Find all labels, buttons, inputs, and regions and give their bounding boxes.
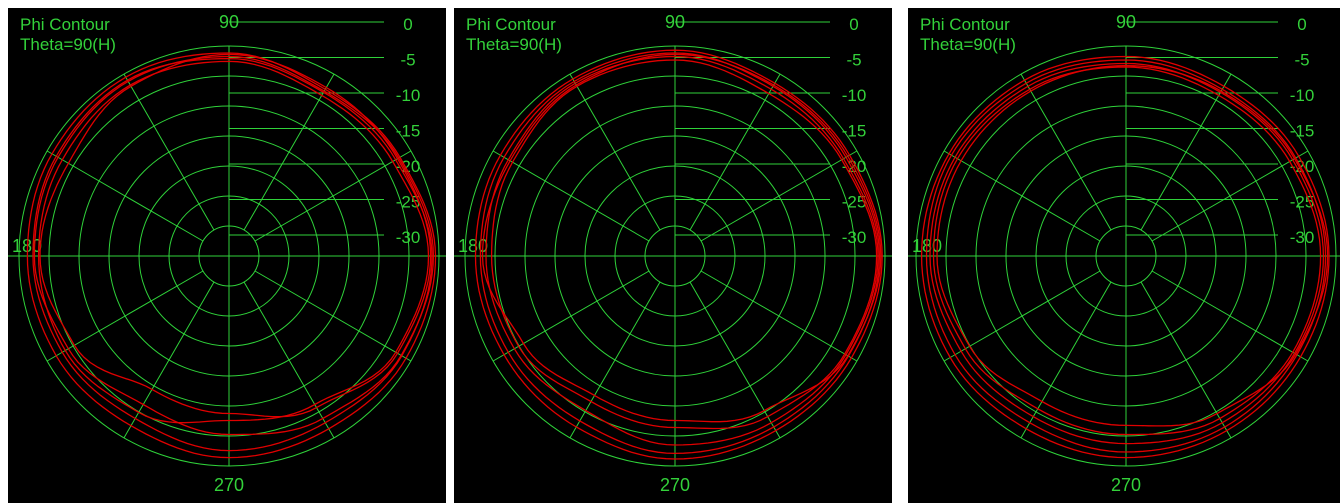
- angle-label-270: 270: [660, 475, 690, 495]
- radial-scale-label: -10: [1290, 86, 1315, 105]
- grid-spoke: [46, 270, 204, 362]
- grid-spoke: [569, 281, 661, 439]
- pattern-trace-2: [479, 52, 881, 455]
- grid-spoke: [700, 150, 858, 242]
- chart-subtitle: Theta=90(H): [466, 35, 562, 54]
- radial-scale-label: -30: [396, 228, 421, 247]
- pattern-trace-5: [481, 53, 882, 423]
- chart-title: Phi Contour: [920, 15, 1010, 34]
- grid-spoke: [243, 73, 335, 231]
- grid-spoke: [1151, 150, 1309, 242]
- pattern-trace-1: [26, 52, 437, 459]
- angle-label-90: 90: [665, 12, 685, 32]
- pattern-trace-5: [39, 53, 432, 418]
- pattern-trace-1: [474, 49, 883, 460]
- chart-title: Phi Contour: [20, 15, 110, 34]
- pattern-trace-5: [936, 64, 1329, 427]
- grid-spoke: [123, 73, 215, 231]
- radial-scale-label: 0: [403, 15, 412, 34]
- pattern-trace-3: [929, 62, 1325, 445]
- radial-scale-label: -5: [1294, 51, 1309, 70]
- grid-spoke: [1151, 270, 1309, 362]
- polar-chart-panel-1: 0 -5 -10 -15 -20 -25 -30 90 180 270 Phi Contour The…: [8, 8, 446, 503]
- chart-subtitle: Theta=90(H): [20, 35, 116, 54]
- polar-chart-panel-2: 0 -5 -10 -15 -20 -25 -30 90 180 270 Phi Contour The…: [454, 8, 892, 503]
- grid-spoke: [243, 281, 335, 439]
- radial-scale-label: -30: [1290, 228, 1315, 247]
- grid-spoke: [1020, 281, 1112, 439]
- pattern-trace-1: [920, 55, 1330, 459]
- radial-scale-label: -15: [396, 122, 421, 141]
- angle-label-90: 90: [219, 12, 239, 32]
- radial-scale-label: 0: [849, 15, 858, 34]
- grid-spoke: [689, 281, 781, 439]
- angle-label-270: 270: [1111, 475, 1141, 495]
- pattern-trace-2: [32, 57, 433, 452]
- angle-label-90: 90: [1116, 12, 1136, 32]
- grid-spoke: [1140, 281, 1232, 439]
- radial-scale-label: 0: [1297, 15, 1306, 34]
- grid-spoke: [254, 270, 412, 362]
- pattern-trace-2: [925, 59, 1327, 453]
- grid-spoke: [1020, 73, 1112, 231]
- angle-label-270: 270: [214, 475, 244, 495]
- grid-spoke: [569, 73, 661, 231]
- radial-scale-label: -15: [842, 122, 867, 141]
- grid-spoke: [700, 270, 858, 362]
- chart-subtitle: Theta=90(H): [920, 35, 1016, 54]
- grid-spoke: [1140, 73, 1232, 231]
- radial-scale-label: -10: [396, 86, 421, 105]
- radial-scale-label: -30: [842, 228, 867, 247]
- radial-scale-label: -25: [396, 193, 421, 212]
- radial-scale-label: -15: [1290, 122, 1315, 141]
- grid-spoke: [943, 150, 1101, 242]
- grid-spoke: [689, 73, 781, 231]
- pattern-trace-3: [485, 55, 879, 446]
- pattern-trace-3: [33, 55, 435, 436]
- chart-title: Phi Contour: [466, 15, 556, 34]
- radial-scale-label: -5: [400, 51, 415, 70]
- pattern-trace-4: [490, 59, 878, 430]
- grid-spoke: [492, 150, 650, 242]
- pattern-trace-4: [37, 60, 430, 424]
- radial-scale-label: -5: [846, 51, 861, 70]
- radial-scale-label: -25: [842, 193, 867, 212]
- grid-spoke: [46, 150, 204, 242]
- pattern-trace-4: [932, 66, 1322, 436]
- polar-chart-panel-3: 0 -5 -10 -15 -20 -25 -30 90 180 270 Phi Contour The…: [908, 8, 1340, 503]
- radial-scale-label: -10: [842, 86, 867, 105]
- grid-spoke: [254, 150, 412, 242]
